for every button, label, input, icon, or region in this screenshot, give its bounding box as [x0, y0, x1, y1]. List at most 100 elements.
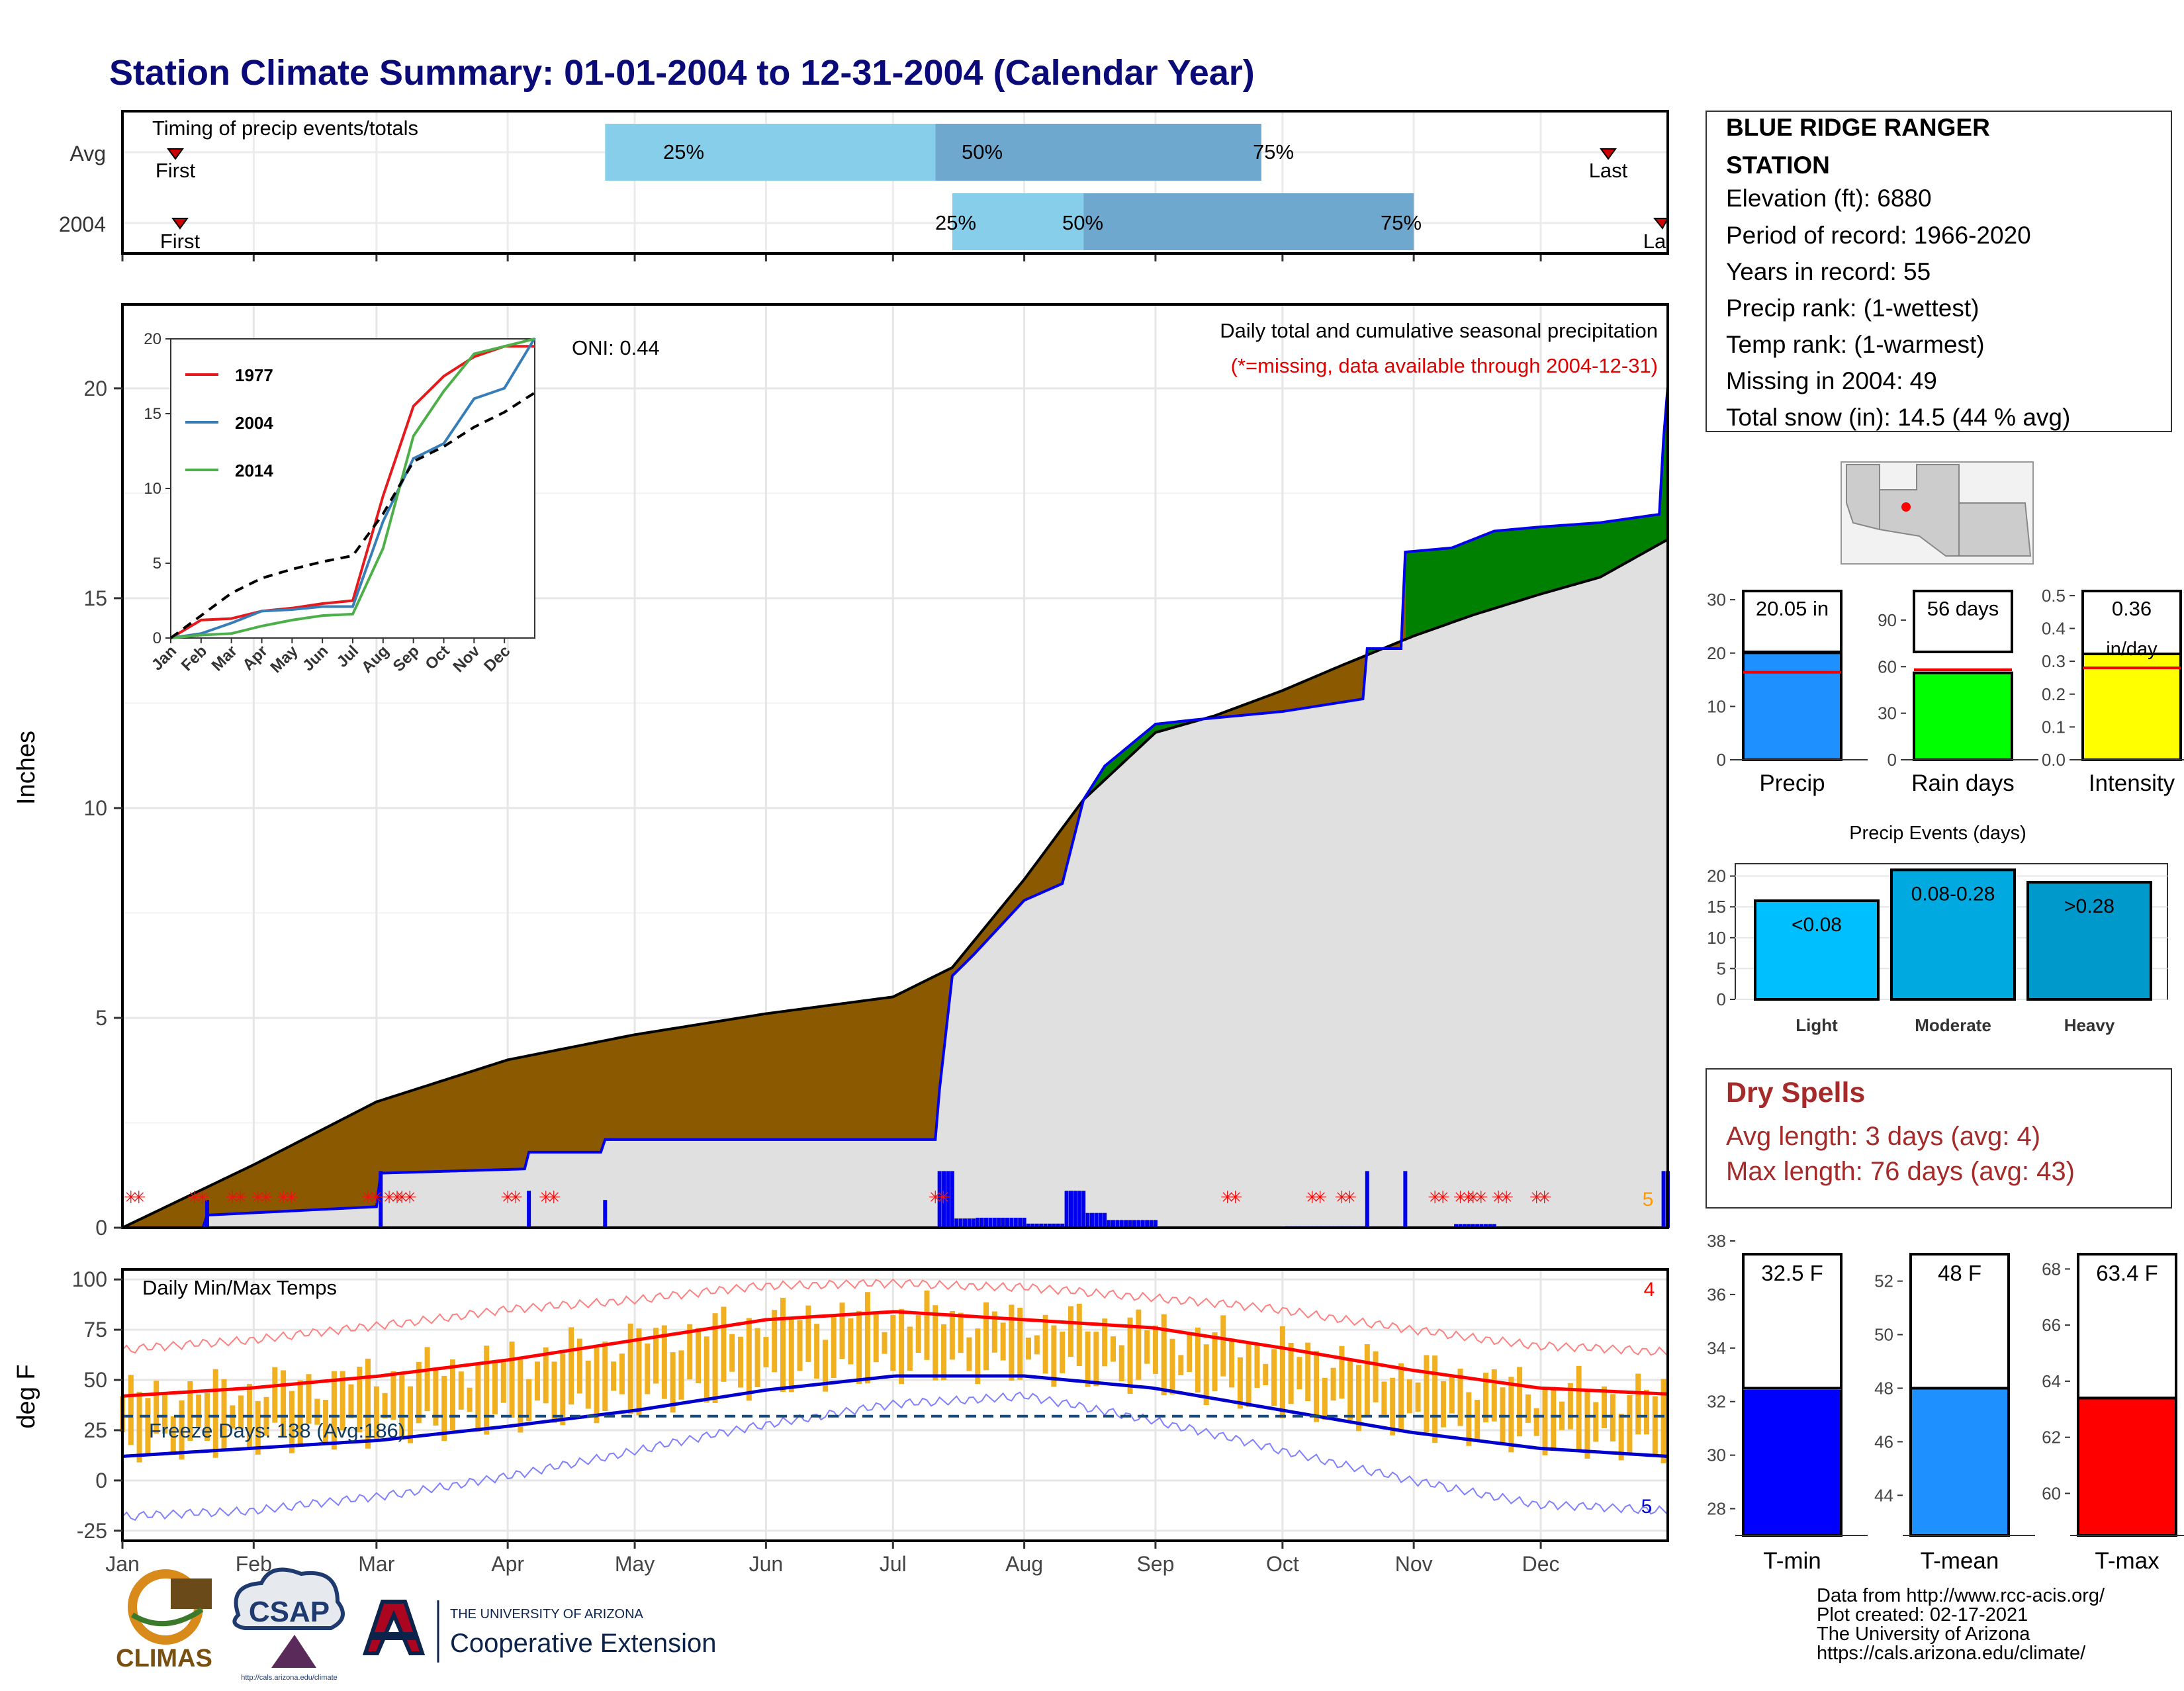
daily-temp-bar — [1525, 1394, 1531, 1423]
missing-marker: ✳ — [1220, 1187, 1235, 1207]
temp-summary-tmax-tick-label: 60 — [2042, 1483, 2061, 1503]
temp-summary-tmin-bar — [1742, 1387, 1843, 1537]
precip-frame — [121, 303, 1669, 1229]
daily-precip-bar — [958, 1218, 963, 1228]
month-tick-label: Aug — [1005, 1552, 1043, 1576]
daily-temp-bar — [1237, 1357, 1243, 1409]
csap-logo-text: CSAP — [249, 1596, 330, 1628]
timing-frame — [121, 110, 1669, 255]
precip-ylabel: Inches — [13, 731, 40, 805]
daily-temp-bar — [1068, 1306, 1073, 1357]
daily-temp-bar — [551, 1361, 557, 1424]
summary-precip: 0 10 20 30 20.05 in Precip — [1707, 589, 1868, 796]
daily-precip-bar — [967, 1218, 972, 1228]
daily-temp-bar — [560, 1353, 566, 1426]
daily-temp-bar — [1356, 1365, 1361, 1432]
footer-line-4: https://cals.arizona.edu/climate/ — [1817, 1643, 2086, 1664]
daily-temp-bar — [449, 1359, 455, 1430]
daily-temp-bar — [1110, 1336, 1116, 1362]
daily-temp-bar — [1322, 1377, 1328, 1420]
timing-label: Timing of precip events/totals — [152, 116, 418, 140]
timing-bar-2004-q2 — [1083, 193, 1414, 250]
inset-line-1977 — [169, 345, 535, 639]
missing-marker: ✳ — [928, 1187, 942, 1207]
inset-ytick-label: 5 — [153, 555, 161, 572]
daily-temp-bar — [1576, 1365, 1582, 1450]
footer-line-1: Data from http://www.rcc-acis.org/ — [1817, 1585, 2105, 1606]
daily-temp-bar — [814, 1324, 820, 1379]
daily-precip-bar — [1089, 1212, 1094, 1228]
daily-temp-bar — [357, 1366, 363, 1433]
daily-temp-bar — [1118, 1345, 1124, 1382]
timing-avg-last-marker — [1600, 148, 1617, 160]
inset-legend-2014: 2014 — [235, 461, 273, 480]
temp-summary-tmean-label-box — [1909, 1253, 2010, 1390]
daily-precip-bar — [963, 1218, 968, 1228]
timing-avg-first: First — [156, 159, 196, 182]
timing-2004-first-marker — [171, 218, 189, 230]
daily-temp-bar — [1254, 1344, 1260, 1388]
daily-precip-bar — [1001, 1217, 1005, 1228]
daily-precip-bar — [1140, 1220, 1145, 1228]
daily-temp-bar — [746, 1318, 752, 1401]
daily-temp-bar — [416, 1361, 422, 1424]
precip-missing-markers: ✳✳ ✳✳ ✳✳ ✳✳ ✳✳ ✳✳✳✳✳✳ ✳✳ ✳✳ ✳✳ ✳✳ ✳✳ ✳✳ ✳✳ ✳✳✳✳ ✳✳ ✳✳ — [124, 1187, 1552, 1207]
timing-row-avg-label: Avg — [69, 142, 106, 165]
daily-precip-bar — [1479, 1224, 1484, 1228]
station-precip-rank: Precip rank: (1-wettest) — [1726, 295, 1979, 322]
daily-temp-bar — [933, 1305, 938, 1381]
summary-intensity: 0.0 0.1 0.2 0.3 0.4 0.5 0.36 in/day Intensity — [2042, 586, 2184, 796]
daily-temp-bar — [1567, 1383, 1573, 1430]
daily-temp-bar — [1627, 1394, 1633, 1455]
daily-temp-bar — [1398, 1363, 1404, 1433]
missing-marker: ✳ — [1537, 1187, 1552, 1207]
month-tick-label: Dec — [1522, 1552, 1560, 1576]
station-name-1: BLUE RIDGE RANGER — [1726, 114, 1990, 141]
daily-precip-bar — [1403, 1171, 1408, 1228]
missing-marker: ✳ — [233, 1187, 248, 1207]
daily-temp-bar — [1559, 1401, 1565, 1430]
summary-precip-bar — [1742, 651, 1843, 761]
daily-temp-bar — [1533, 1408, 1539, 1436]
station-info-box: BLUE RIDGE RANGER STATION Elevation (ft)… — [1706, 111, 2172, 432]
daily-temp-bar — [170, 1416, 176, 1454]
temp-summary-tmax-tick-label: 64 — [2042, 1371, 2061, 1391]
dry-spells-box: Dry Spells Avg length: 3 days (avg: 4) M… — [1706, 1068, 2172, 1209]
daily-temp-bar — [848, 1318, 854, 1365]
daily-precip-bar — [1022, 1217, 1026, 1228]
summary-intensity-tick-label: 0.5 — [2042, 586, 2066, 606]
inset-ytick-label: 15 — [144, 405, 161, 423]
daily-temp-bar — [365, 1358, 371, 1449]
climas-logo-text: CLIMAS — [116, 1645, 212, 1672]
temp-lines — [122, 1278, 1668, 1521]
summary-rain_days-bar — [1913, 671, 2013, 761]
daily-temp-bar — [585, 1360, 591, 1409]
daily-temp-bar — [661, 1325, 667, 1399]
daily-temp-bar — [1482, 1373, 1488, 1423]
daily-temp-bar — [780, 1297, 786, 1393]
daily-temp-bar — [1042, 1314, 1048, 1374]
daily-temp-bar — [1229, 1338, 1235, 1388]
temp-summary-tmin-tick-label: 38 — [1707, 1231, 1726, 1251]
timing-2004-last: La — [1643, 230, 1666, 253]
temp-summary-tmean-label: T-mean — [1921, 1548, 1999, 1574]
daily-temp-bar — [670, 1352, 676, 1413]
temp-summary-tmax: 60 62 64 66 68 63.4 F T-max — [2042, 1253, 2184, 1574]
daily-temp-bar — [1246, 1342, 1251, 1408]
station-years: Years in record: 55 — [1726, 258, 1931, 285]
summary-intensity-tick-label: 0.0 — [2042, 750, 2066, 770]
temp-ytick-label: 25 — [83, 1418, 107, 1442]
precip-note: Daily total and cumulative seasonal prec… — [1220, 319, 1658, 342]
station-missing: Missing in 2004: 49 — [1726, 367, 1937, 394]
temp-summary-tmin-tick-label: 36 — [1707, 1285, 1726, 1304]
events-tick-label: 20 — [1707, 866, 1726, 886]
daily-temp-bar — [1314, 1350, 1320, 1422]
missing-marker: ✳ — [500, 1187, 515, 1207]
daily-temp-bar — [704, 1336, 709, 1403]
daily-temp-bar — [602, 1341, 608, 1411]
station-elevation: Elevation (ft): 6880 — [1726, 185, 1932, 212]
daily-temp-bar — [154, 1381, 159, 1434]
oni-label: ONI: 0.44 — [572, 336, 660, 359]
temp-summary-tmax-label: T-max — [2095, 1548, 2160, 1574]
missing-marker: ✳ — [284, 1187, 298, 1207]
